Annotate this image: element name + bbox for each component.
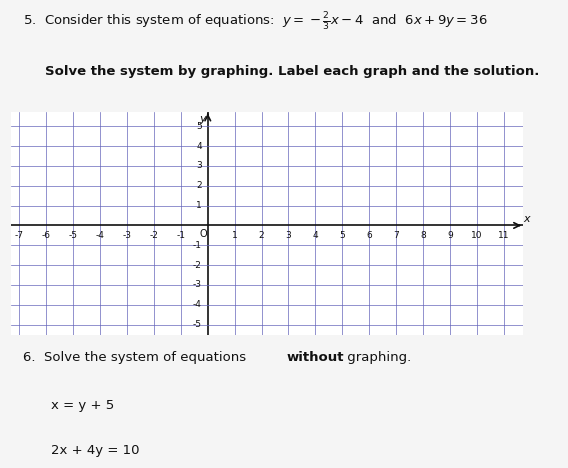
Text: 2: 2	[196, 181, 202, 190]
Text: -3: -3	[193, 280, 202, 290]
Text: Solve the system by graphing. Label each graph and the solution.: Solve the system by graphing. Label each…	[45, 65, 540, 78]
Text: without: without	[287, 351, 344, 364]
Text: O: O	[199, 229, 207, 239]
Text: -5: -5	[193, 320, 202, 329]
Text: 1: 1	[196, 201, 202, 210]
Text: -2: -2	[149, 231, 158, 240]
Text: -3: -3	[123, 231, 132, 240]
Text: 5: 5	[340, 231, 345, 240]
Text: graphing.: graphing.	[343, 351, 411, 364]
Text: 8: 8	[420, 231, 426, 240]
Text: 7: 7	[393, 231, 399, 240]
Text: -1: -1	[193, 241, 202, 250]
Text: 2x + 4y = 10: 2x + 4y = 10	[51, 444, 140, 457]
Text: -6: -6	[42, 231, 51, 240]
Text: 2: 2	[259, 231, 264, 240]
Text: 5: 5	[196, 122, 202, 131]
Text: -5: -5	[69, 231, 78, 240]
Text: 4: 4	[196, 141, 202, 151]
Text: y: y	[199, 114, 206, 124]
Text: 6: 6	[366, 231, 372, 240]
Text: -7: -7	[15, 231, 24, 240]
Text: 5.  Consider this system of equations:  $y = -\frac{2}{3}x - 4$  and  $6x + 9y =: 5. Consider this system of equations: $y…	[23, 11, 487, 33]
Text: 6.  Solve the system of equations: 6. Solve the system of equations	[23, 351, 250, 364]
Text: 3: 3	[196, 161, 202, 170]
Text: -2: -2	[193, 261, 202, 270]
Text: -4: -4	[96, 231, 105, 240]
Text: -1: -1	[176, 231, 185, 240]
Text: x = y + 5: x = y + 5	[51, 399, 114, 412]
Text: -4: -4	[193, 300, 202, 309]
Text: 9: 9	[447, 231, 453, 240]
Text: 4: 4	[312, 231, 318, 240]
Text: 11: 11	[498, 231, 509, 240]
Text: 1: 1	[232, 231, 237, 240]
Text: 3: 3	[286, 231, 291, 240]
Text: 10: 10	[471, 231, 483, 240]
Text: x: x	[523, 214, 530, 224]
